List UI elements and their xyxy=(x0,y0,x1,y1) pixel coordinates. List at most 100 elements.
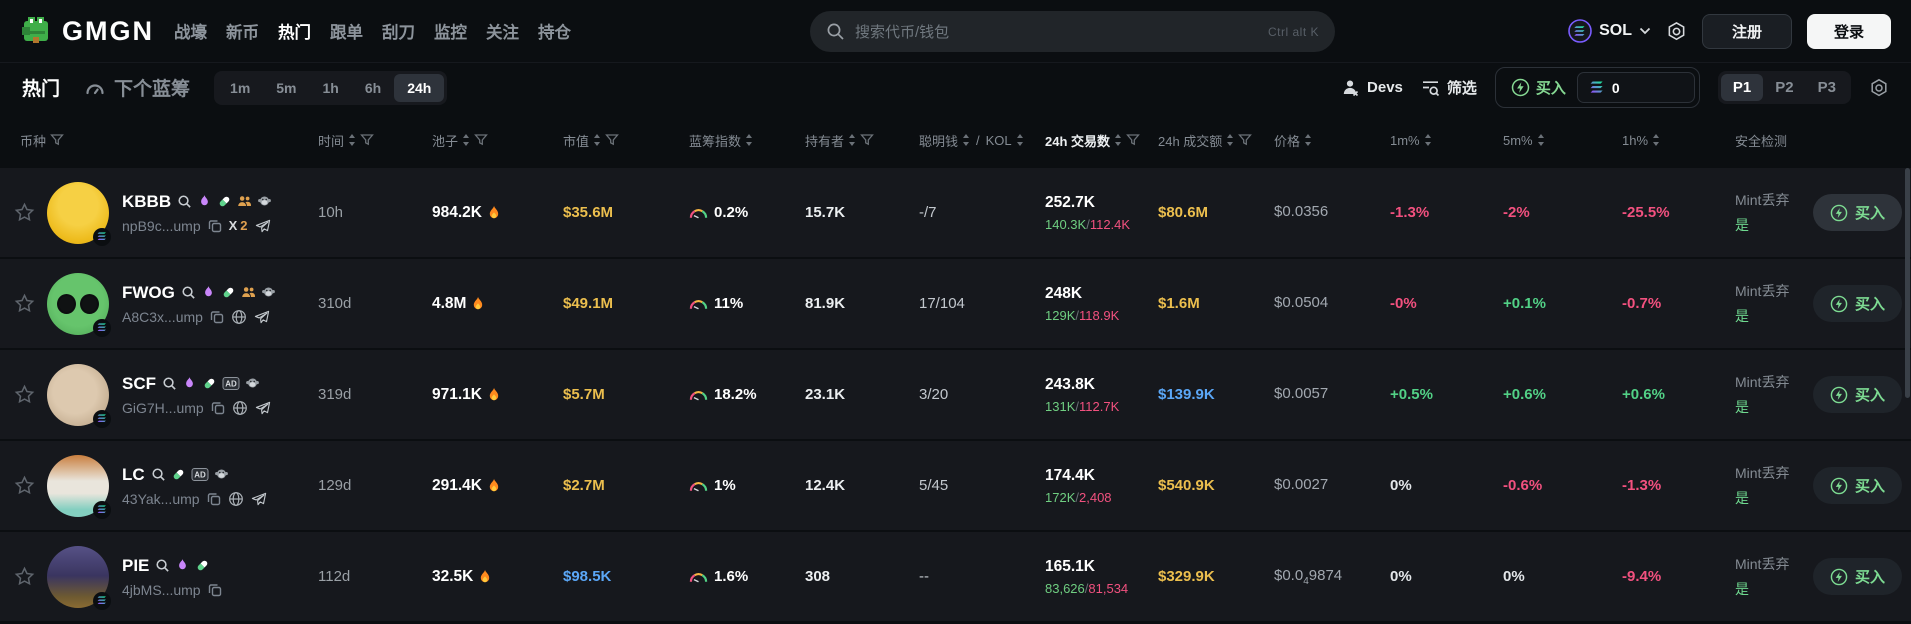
favorite-star-icon[interactable] xyxy=(14,384,35,405)
buy-button[interactable]: 买入 xyxy=(1813,467,1903,504)
search-input[interactable]: 搜索代币/钱包 Ctrl alt K xyxy=(810,11,1335,52)
filter-button[interactable]: 筛选 xyxy=(1421,77,1477,98)
funnel-filter-icon[interactable] xyxy=(360,133,374,147)
website-globe-icon[interactable] xyxy=(228,491,244,507)
favorite-star-icon[interactable] xyxy=(14,202,35,223)
login-button[interactable]: 登录 xyxy=(1806,13,1891,49)
timeframe-5m[interactable]: 5m xyxy=(276,79,297,96)
token-search-icon[interactable] xyxy=(162,376,177,391)
table-row[interactable]: PIE 4jbMS...ump 112d 32.5K $98.5K xyxy=(0,532,1911,623)
column-header-币种[interactable]: 币种 xyxy=(0,131,318,150)
telegram-icon[interactable] xyxy=(255,400,271,416)
nav-item-关注[interactable]: 关注 xyxy=(486,24,519,42)
column-header-市值[interactable]: 市值 xyxy=(563,131,689,150)
column-header-池子[interactable]: 池子 xyxy=(432,131,563,150)
nav-item-持仓[interactable]: 持仓 xyxy=(538,24,571,42)
preset-P3[interactable]: P3 xyxy=(1817,79,1836,96)
funnel-filter-icon[interactable] xyxy=(474,133,488,147)
sort-icon[interactable] xyxy=(462,134,470,146)
register-button[interactable]: 注册 xyxy=(1701,13,1792,49)
token-name[interactable]: SCF xyxy=(122,373,156,393)
preset-P1[interactable]: P1 xyxy=(1720,74,1764,101)
funnel-filter-icon[interactable] xyxy=(1238,133,1253,147)
telegram-icon[interactable] xyxy=(251,491,267,507)
token-name[interactable]: KBBB xyxy=(122,191,172,211)
column-header-持有者[interactable]: 持有者 xyxy=(805,131,919,150)
sort-icon[interactable] xyxy=(1226,134,1234,146)
quick-buy-button[interactable]: 买入 xyxy=(1500,77,1577,98)
token-avatar[interactable] xyxy=(47,545,111,610)
sort-icon[interactable] xyxy=(593,134,601,146)
funnel-filter-icon[interactable] xyxy=(1126,133,1140,147)
copy-icon[interactable] xyxy=(210,310,224,324)
sort-icon[interactable] xyxy=(745,134,753,146)
sort-icon[interactable] xyxy=(848,134,856,146)
sort-icon[interactable] xyxy=(1652,134,1660,146)
favorite-star-icon[interactable] xyxy=(14,293,35,314)
sort-icon[interactable] xyxy=(1016,134,1024,146)
nav-item-刮刀[interactable]: 刮刀 xyxy=(382,24,415,42)
column-header-1m%[interactable]: 1m% xyxy=(1390,133,1503,148)
funnel-filter-icon[interactable] xyxy=(860,133,874,147)
buy-button[interactable]: 买入 xyxy=(1813,194,1903,231)
table-settings-button[interactable] xyxy=(1869,78,1889,98)
buy-button[interactable]: 买入 xyxy=(1813,285,1903,322)
token-search-icon[interactable] xyxy=(151,467,166,482)
funnel-filter-icon[interactable] xyxy=(605,133,619,147)
devs-toggle[interactable]: Devs xyxy=(1341,78,1403,97)
column-header-5m%[interactable]: 5m% xyxy=(1503,133,1622,148)
copy-icon[interactable] xyxy=(207,492,221,506)
website-globe-icon[interactable] xyxy=(231,309,247,325)
copy-icon[interactable] xyxy=(208,583,222,597)
buy-button[interactable]: 买入 xyxy=(1813,376,1903,413)
chain-selector[interactable]: SOL xyxy=(1568,19,1651,43)
table-row[interactable]: LC AD 43Yak...ump 129d 291.4K $2.7M xyxy=(0,441,1911,532)
column-header-安全检测[interactable]: 安全检测 xyxy=(1735,133,1788,149)
column-header-24h 交易数[interactable]: 24h 交易数 xyxy=(1045,131,1158,150)
nav-item-热门[interactable]: 热门 xyxy=(278,24,311,42)
gmgn-logo[interactable]: GMGN xyxy=(20,15,154,47)
token-avatar[interactable] xyxy=(47,454,111,519)
sort-icon[interactable] xyxy=(1424,134,1432,146)
timeframe-1h[interactable]: 1h xyxy=(322,79,339,96)
column-header-24h 成交额[interactable]: 24h 成交额 xyxy=(1158,131,1274,150)
buy-button[interactable]: 买入 xyxy=(1813,558,1903,595)
settings-button[interactable] xyxy=(1666,21,1687,42)
buy-amount-input[interactable]: 0 xyxy=(1576,72,1695,103)
table-row[interactable]: SCF AD GiG7H...ump 319d 971.1K $5.7M xyxy=(0,350,1911,441)
table-row[interactable]: FWOG A8C3x...ump 310d 4.8M $49.1M xyxy=(0,259,1911,350)
funnel-filter-icon[interactable] xyxy=(50,133,64,147)
sort-icon[interactable] xyxy=(962,134,970,146)
sort-icon[interactable] xyxy=(348,134,356,146)
website-globe-icon[interactable] xyxy=(232,400,248,416)
tab-next-bluechip[interactable]: 下个蓝筹 xyxy=(84,74,190,101)
timeframe-1m[interactable]: 1m xyxy=(230,79,251,96)
timeframe-24h[interactable]: 24h xyxy=(394,73,445,102)
token-name[interactable]: FWOG xyxy=(122,282,175,302)
sort-icon[interactable] xyxy=(1114,134,1122,146)
copy-icon[interactable] xyxy=(211,401,225,415)
favorite-star-icon[interactable] xyxy=(14,475,35,496)
telegram-icon[interactable] xyxy=(255,218,271,234)
token-avatar[interactable] xyxy=(47,181,111,246)
sort-icon[interactable] xyxy=(1304,134,1312,146)
column-header-聪明钱[interactable]: 聪明钱 / KOL xyxy=(919,131,1045,150)
token-search-icon[interactable] xyxy=(155,558,170,573)
nav-item-跟单[interactable]: 跟单 xyxy=(330,24,363,42)
token-name[interactable]: LC xyxy=(122,464,145,484)
column-header-时间[interactable]: 时间 xyxy=(318,131,432,150)
token-avatar[interactable] xyxy=(47,272,111,337)
vertical-scrollbar[interactable] xyxy=(1905,168,1910,398)
copy-icon[interactable] xyxy=(208,219,222,233)
tab-hot[interactable]: 热门 xyxy=(22,79,61,100)
token-avatar[interactable] xyxy=(47,363,111,428)
nav-item-新币[interactable]: 新币 xyxy=(226,24,259,42)
token-search-icon[interactable] xyxy=(181,285,196,300)
column-header-1h%[interactable]: 1h% xyxy=(1622,133,1735,148)
nav-item-战壕[interactable]: 战壕 xyxy=(174,24,207,42)
column-header-价格[interactable]: 价格 xyxy=(1274,131,1390,150)
favorite-star-icon[interactable] xyxy=(14,566,35,587)
token-search-icon[interactable] xyxy=(177,194,192,209)
